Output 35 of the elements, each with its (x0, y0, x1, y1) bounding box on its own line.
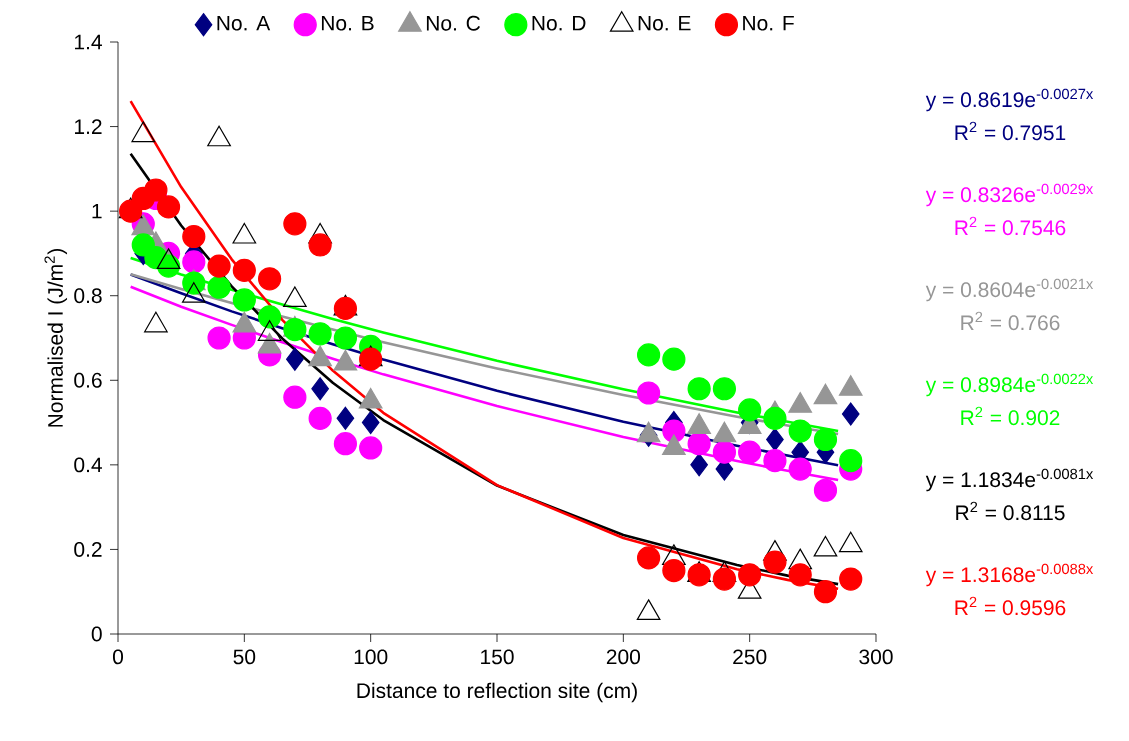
text: y = 1.3168e$^{-0.0088x}$ (925, 563, 1094, 587)
text: y = 0.8326e$^{-0.0029x}$ (925, 183, 1094, 207)
text: y = 0.8604e$^{-0.0021x}$ (925, 278, 1094, 302)
text: R$^{2}$ = 0.8115 (956, 501, 1065, 521)
x-tick-label: 50 (233, 649, 256, 665)
y-tick-label: 0.8 (74, 288, 102, 304)
text: y = 1.1834e$^{-0.0081x}$ (925, 468, 1094, 492)
y-tick-label: 1.4 (75, 34, 102, 50)
legend-label: No. E (638, 15, 691, 31)
x-tick-label: 150 (481, 649, 514, 665)
text: R$^{2}$ = 0.9596 (955, 596, 1066, 616)
x-tick-label: 200 (606, 649, 641, 665)
legend-label: No. F (743, 15, 794, 31)
text: R$^{2}$ = 0.902 (961, 406, 1060, 426)
legend-label: No. C (426, 15, 481, 31)
y-tick-label: 0.6 (74, 372, 102, 388)
legend-label: No. B (321, 15, 374, 31)
text: R$^{2}$ = 0.7951 (955, 121, 1066, 141)
x-tick-label: 250 (733, 649, 767, 665)
text: y = 0.8619e$^{-0.0027x}$ (925, 88, 1094, 112)
legend-label: No. A (217, 15, 271, 31)
text: R$^{2}$ = 0.7546 (955, 216, 1066, 236)
y-tick-label: 0.4 (74, 457, 102, 473)
legend-label: No. D (532, 15, 586, 31)
y-tick-label: 1 (92, 203, 102, 219)
y-tick-label: 0 (91, 626, 102, 642)
y-tick-label: 0.2 (74, 542, 102, 557)
y-tick-label: 1.2 (75, 119, 102, 134)
y-axis-title: Normalised I (J/m$^{2}$) (44, 248, 68, 427)
text: y = 0.8984e$^{-0.0022x}$ (925, 373, 1094, 397)
x-tick-label: 300 (859, 649, 893, 665)
text: R$^{2}$ = 0.766 (961, 311, 1060, 331)
x-tick-label: 0 (112, 649, 124, 665)
x-axis-title: Distance to reflection site (cm) (357, 682, 637, 703)
x-tick-label: 100 (354, 649, 388, 665)
